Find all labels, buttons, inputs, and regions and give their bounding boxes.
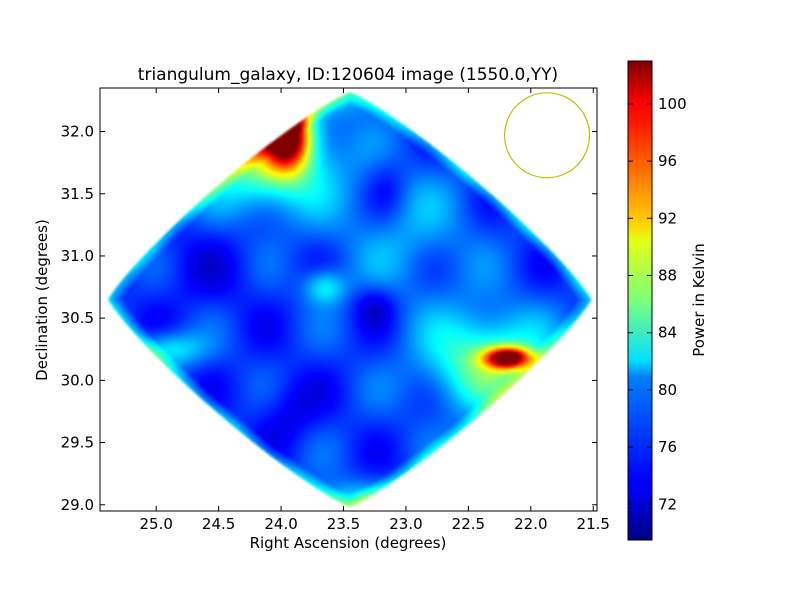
y-tick-label: 29.5 [61,434,94,452]
heatmap-raster [100,88,597,511]
colorbar-tick-label: 100 [658,95,687,113]
colorbar: 72 76 80 84 88 92 96 100 Power in Kelvin [627,60,708,541]
heatmap-image [100,88,597,511]
y-axis-label: Declination (degrees) [33,219,51,381]
y-tick-label: 32.0 [61,123,94,141]
beam-circle [503,92,591,179]
colorbar-tick-label: 80 [658,381,677,399]
x-axis-ticks: 25.0 24.5 24.0 23.5 23.0 22.5 22.0 21.5 [139,88,610,533]
y-tick-label: 31.5 [61,185,94,203]
colorbar-tick-label: 96 [658,152,677,170]
colorbar-ticks: 72 76 80 84 88 92 96 100 [628,95,687,513]
colorbar-frame [627,60,653,541]
plot-frame [99,87,598,512]
x-tick-label: 22.5 [452,515,485,533]
x-tick-label: 24.0 [264,515,297,533]
x-tick-label: 25.0 [139,515,172,533]
x-tick-label: 22.0 [514,515,547,533]
colorbar-tick-label: 84 [658,324,677,342]
y-tick-label: 30.5 [61,309,94,327]
y-tick-label: 30.0 [61,371,94,389]
x-tick-label: 24.5 [202,515,235,533]
colorbar-tick-label: 92 [658,209,677,227]
x-tick-label: 21.5 [577,515,610,533]
colorbar-tick-label: 72 [658,495,677,513]
colorbar-label: Power in Kelvin [690,243,708,357]
x-tick-label: 23.0 [389,515,422,533]
colorbar-tick-label: 76 [658,438,677,456]
y-tick-label: 29.0 [61,496,94,514]
x-tick-label: 23.5 [327,515,360,533]
colorbar-tick-label: 88 [658,266,677,284]
y-axis-ticks: 29.0 29.5 30.0 30.5 31.0 31.5 32.0 [61,123,597,514]
colorbar-gradient [628,61,652,540]
chart-title: triangulum_galaxy, ID:120604 image (1550… [138,65,558,85]
y-tick-label: 31.0 [61,247,94,265]
x-axis-label: Right Ascension (degrees) [250,534,447,552]
